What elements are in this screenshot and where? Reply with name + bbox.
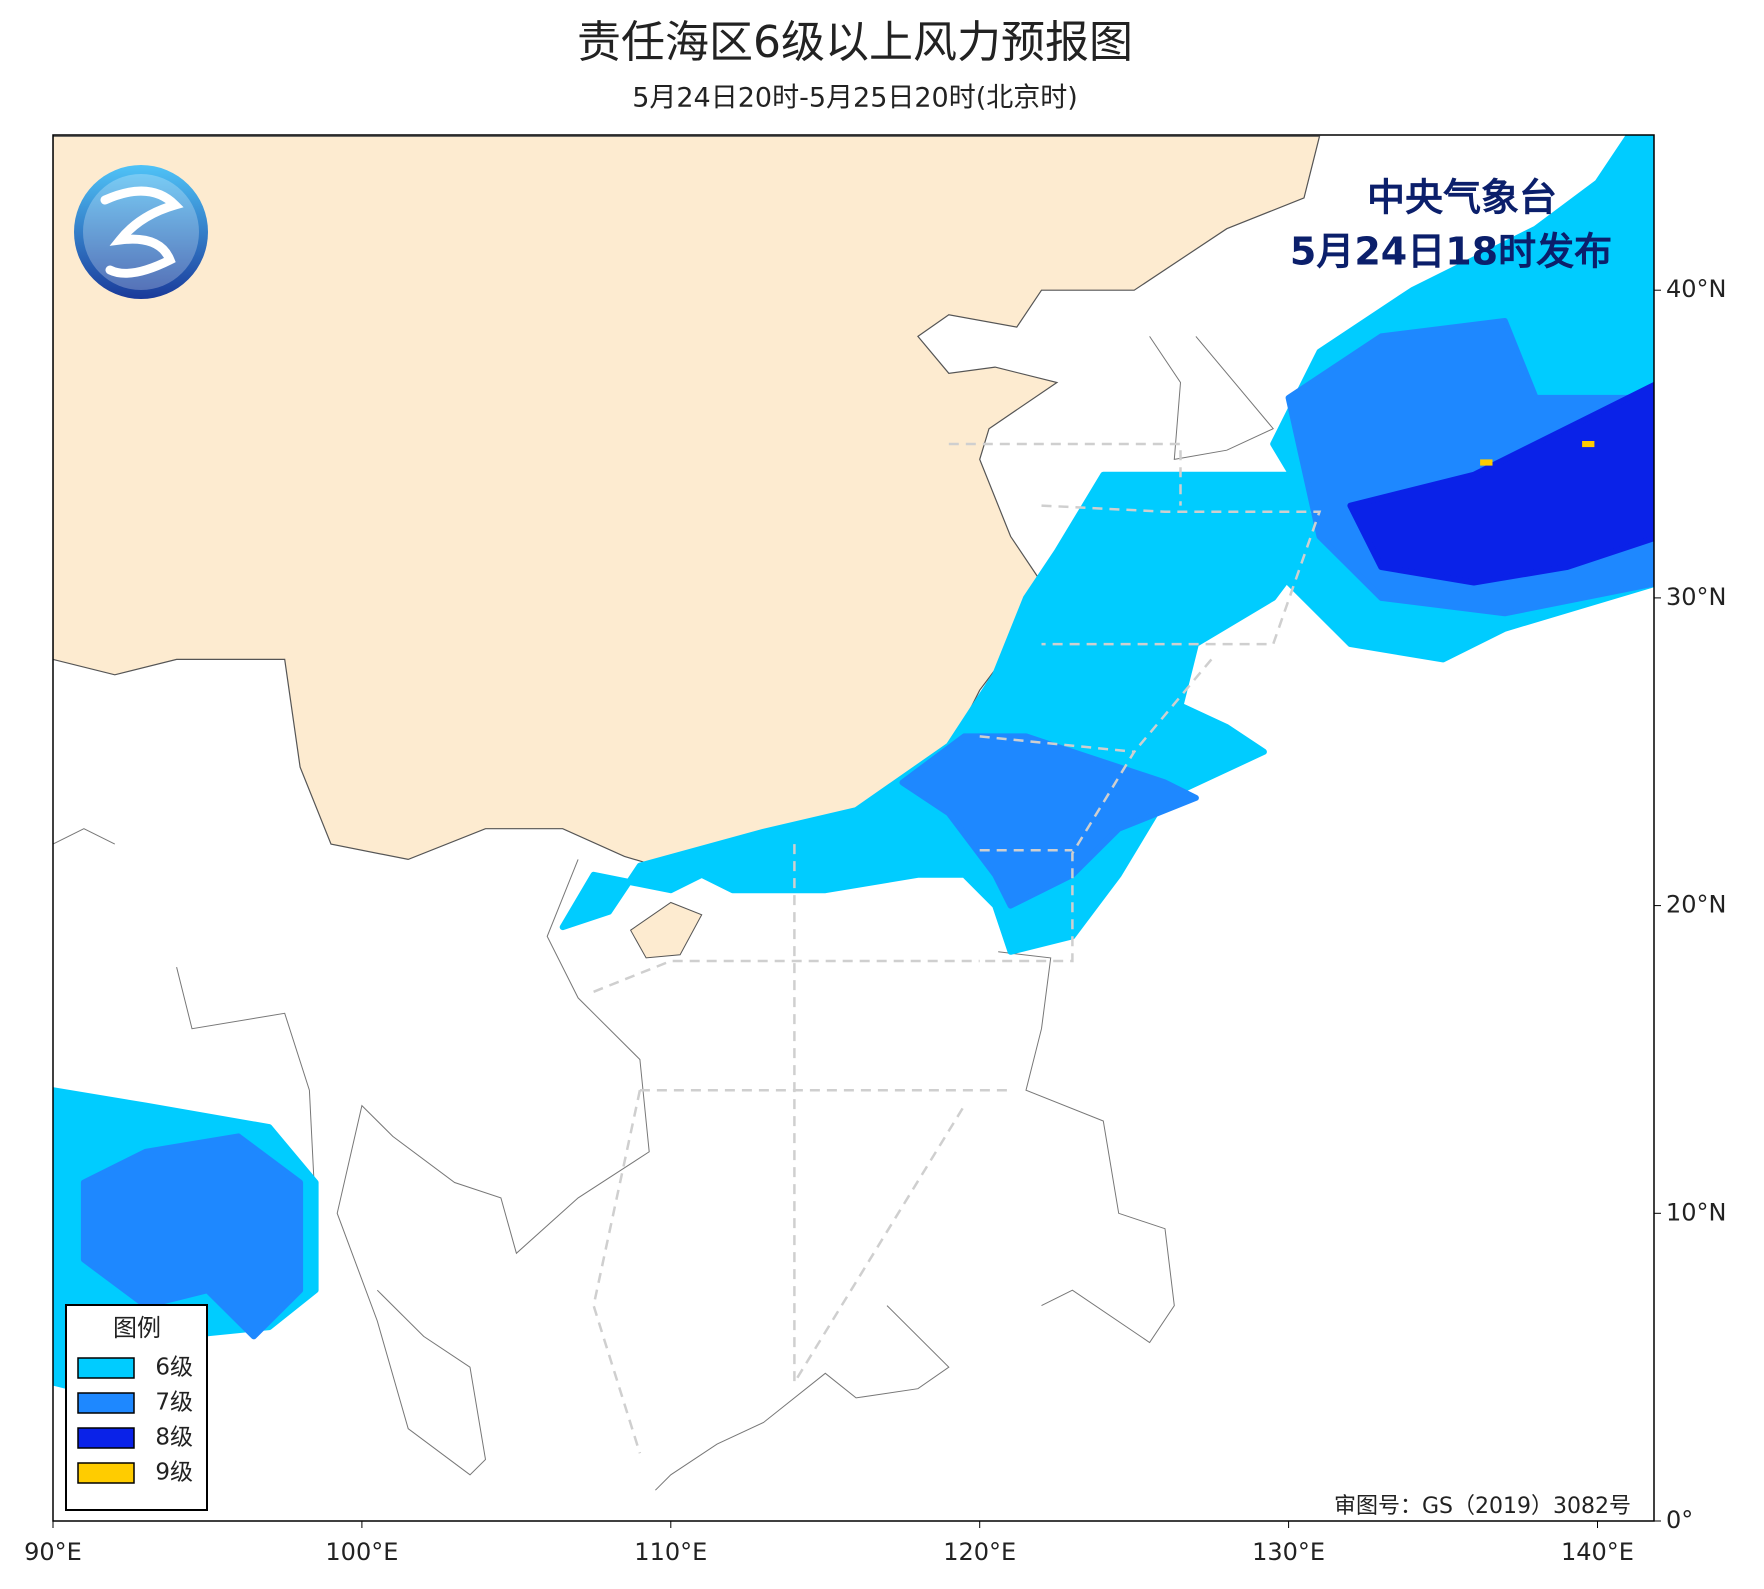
map-frame	[52, 134, 1655, 1522]
coastline	[998, 951, 1175, 1344]
issue-time: 5月24日18时发布	[1290, 230, 1612, 274]
x-tick-label: 90°E	[24, 1538, 82, 1566]
coastline	[1149, 336, 1275, 461]
zone-boundary	[1041, 504, 1322, 646]
x-tick-label: 120°E	[943, 1538, 1016, 1566]
subtitle: 5月24日20时-5月25日20时(北京时)	[632, 83, 1078, 114]
legend-swatch	[77, 1427, 135, 1449]
legend-swatch	[77, 1357, 135, 1379]
wind-area	[899, 733, 1199, 909]
y-tick-label: 30°N	[1666, 583, 1727, 611]
zone-boundary	[1133, 658, 1213, 753]
logo	[74, 165, 208, 299]
zone-boundary	[793, 844, 966, 1387]
coastline	[176, 966, 317, 1214]
wind-area	[1347, 381, 1654, 586]
y-tick-label: 0°	[1666, 1506, 1693, 1534]
coastline	[53, 828, 116, 845]
legend: 图例 6级 7级 8级 9级	[65, 1304, 208, 1511]
legend-swatch	[77, 1392, 135, 1414]
agency: 中央气象台	[1367, 176, 1557, 220]
y-tick-label: 40°N	[1666, 275, 1727, 303]
legend-title: 图例	[113, 1314, 161, 1342]
x-tick-label: 130°E	[1252, 1538, 1325, 1566]
legend-label: 8级	[155, 1425, 193, 1451]
x-tick-label: 110°E	[634, 1538, 707, 1566]
wind-area	[80, 1133, 304, 1340]
title: 责任海区6级以上风力预报图	[577, 17, 1133, 68]
wind-area	[1582, 441, 1595, 448]
coastline	[336, 859, 650, 1476]
x-tick-label: 140°E	[1561, 1538, 1634, 1566]
zone-boundary	[948, 442, 1182, 506]
legend-label: 6级	[155, 1355, 193, 1381]
zone-boundary	[593, 959, 980, 993]
hainan	[629, 901, 703, 959]
zone-boundary	[979, 735, 1137, 963]
y-tick-label: 20°N	[1666, 891, 1727, 919]
legend-label: 7级	[155, 1390, 193, 1416]
review-number: 审图号：GS（2019）3082号	[1334, 1494, 1631, 1519]
y-tick-label: 10°N	[1666, 1198, 1727, 1226]
legend-swatch	[77, 1462, 135, 1484]
wind-area	[1480, 459, 1493, 466]
legend-label: 9级	[155, 1460, 193, 1486]
x-tick-label: 100°E	[325, 1538, 398, 1566]
map-layer	[53, 135, 1654, 1491]
zone-boundary	[592, 1089, 642, 1454]
coastline	[655, 1305, 950, 1491]
